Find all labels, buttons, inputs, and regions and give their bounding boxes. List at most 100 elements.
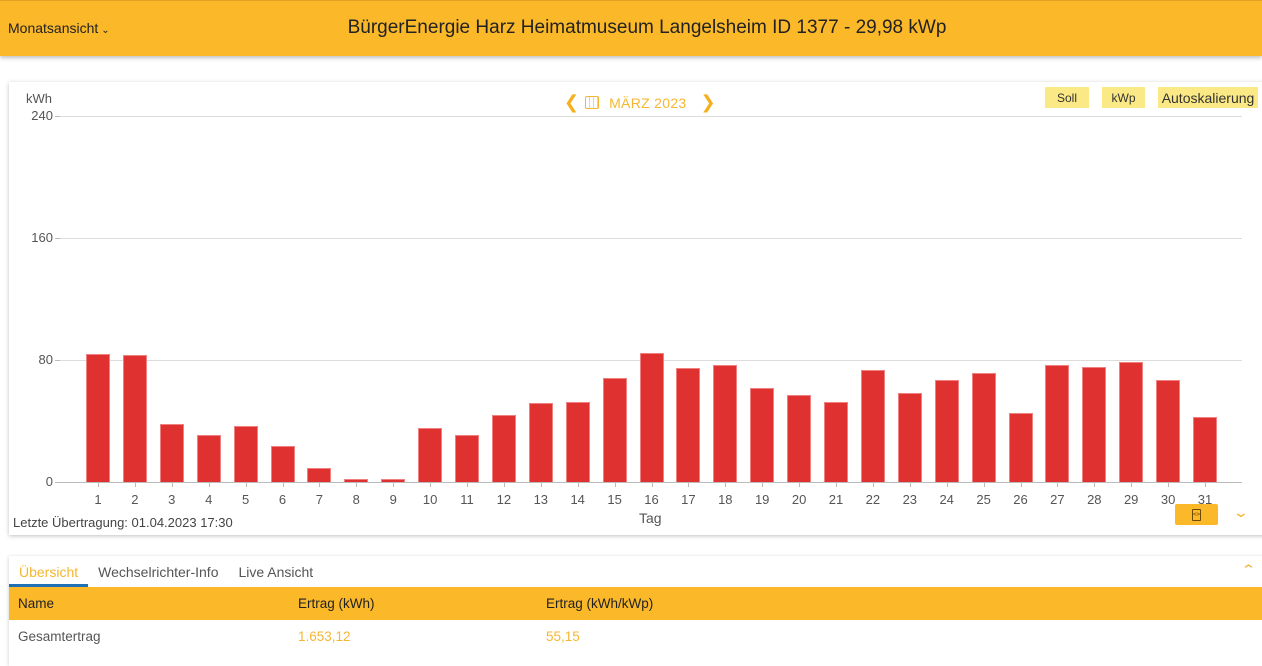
details-card: Übersicht Wechselrichter-Info Live Ansic…	[9, 556, 1262, 666]
column-header-name: Name	[18, 596, 55, 611]
bar-day-15[interactable]	[602, 377, 627, 482]
view-mode-dropdown[interactable]: Monatsansicht ⌄	[8, 20, 110, 36]
tab-live-ansicht[interactable]: Live Ansicht	[238, 564, 314, 580]
x-tick-mark	[762, 482, 764, 487]
x-tick-label: 25	[976, 492, 991, 507]
bar-day-17[interactable]	[676, 367, 701, 482]
row-name: Gesamtertrag	[18, 629, 101, 644]
x-axis	[60, 482, 1242, 483]
y-tick-label: 0	[45, 474, 53, 489]
x-tick-mark	[1205, 482, 1206, 487]
y-axis-unit: kWh	[26, 91, 52, 106]
x-tick-label: 4	[205, 492, 213, 507]
x-tick-label: 29	[1123, 492, 1139, 507]
bar-day-9[interactable]	[381, 478, 406, 482]
bar-day-18[interactable]	[713, 364, 738, 482]
bar-day-21[interactable]	[824, 401, 848, 482]
x-tick-mark	[872, 482, 874, 487]
y-tick-mark	[55, 482, 60, 483]
chevron-down-icon: ⌄	[101, 25, 110, 36]
x-tick-mark	[651, 482, 653, 487]
tab-wechselrichter-info[interactable]: Wechselrichter-Info	[98, 564, 219, 580]
x-tick-label: 5	[241, 492, 250, 507]
bar-day-4[interactable]	[196, 435, 221, 482]
bar-day-1[interactable]	[86, 353, 110, 482]
bar-day-28[interactable]	[1082, 367, 1107, 482]
x-tick-label: 24	[939, 492, 954, 507]
tab-uebersicht[interactable]: Übersicht	[9, 556, 89, 587]
bar-day-16[interactable]	[639, 352, 664, 482]
x-tick-mark	[836, 482, 837, 487]
x-tick-mark	[799, 482, 801, 487]
bar-day-11[interactable]	[455, 435, 479, 482]
bar-day-7[interactable]	[307, 467, 332, 482]
x-tick-label: 9	[389, 492, 397, 507]
x-tick-label: 30	[1160, 492, 1176, 507]
bar-day-19[interactable]	[750, 388, 775, 482]
bar-day-3[interactable]	[159, 424, 184, 482]
bar-day-25[interactable]	[971, 372, 996, 482]
x-tick-label: 7	[315, 492, 323, 507]
bar-day-6[interactable]	[270, 446, 295, 482]
bar-day-10[interactable]	[418, 427, 443, 482]
gridline	[60, 116, 1242, 117]
y-tick-mark	[55, 116, 60, 117]
x-tick-mark	[909, 482, 911, 487]
row-ertrag-kwh: 1.653,12	[298, 629, 351, 644]
x-axis-label: Tag	[639, 510, 662, 526]
chevron-right-icon[interactable]: ❯	[700, 92, 716, 112]
bar-day-29[interactable]	[1119, 362, 1144, 482]
chevron-down-icon[interactable]: ⌄	[1232, 504, 1250, 520]
bar-day-22[interactable]	[860, 370, 885, 482]
y-tick-label: 80	[38, 352, 53, 367]
export-button[interactable]: <>	[1175, 504, 1218, 525]
x-tick-mark	[577, 482, 579, 487]
x-tick-mark	[98, 482, 99, 487]
y-tick-mark	[55, 238, 60, 239]
bar-day-2[interactable]	[122, 355, 147, 482]
bar-day-8[interactable]	[344, 478, 369, 482]
bar-day-27[interactable]	[1045, 365, 1070, 482]
last-transmission: Letzte Übertragung: 01.04.2023 17:30	[13, 515, 233, 530]
x-tick-mark	[356, 482, 358, 487]
bar-day-5[interactable]	[233, 426, 258, 482]
x-tick-label: 27	[1050, 492, 1065, 507]
x-tick-label: 18	[718, 492, 733, 507]
x-tick-mark	[614, 482, 616, 487]
column-header-ertrag-kwh-kwp: Ertrag (kWh/kWp)	[546, 596, 654, 611]
bar-day-12[interactable]	[491, 414, 516, 482]
x-tick-label: 13	[533, 492, 549, 507]
kwp-button[interactable]: kWp	[1102, 87, 1145, 108]
x-tick-label: 6	[278, 492, 287, 507]
y-tick-mark	[55, 360, 60, 361]
x-tick-label: 16	[644, 492, 659, 507]
x-tick-mark	[393, 482, 395, 487]
bar-day-31[interactable]	[1193, 417, 1217, 482]
bar-day-30[interactable]	[1156, 379, 1181, 482]
x-tick-label: 10	[422, 492, 438, 507]
chevron-up-icon[interactable]: ⌃	[1240, 562, 1257, 577]
bar-day-14[interactable]	[565, 401, 590, 482]
calendar-icon[interactable]	[585, 96, 600, 109]
bar-day-13[interactable]	[528, 402, 553, 482]
bar-day-23[interactable]	[897, 393, 922, 482]
x-tick-mark	[134, 482, 136, 487]
table-row: Gesamtertrag 1.653,12 55,15	[9, 620, 1262, 654]
x-tick-mark	[946, 482, 948, 487]
x-tick-label: 12	[496, 492, 512, 507]
x-tick-mark	[1020, 482, 1022, 487]
x-tick-mark	[1168, 482, 1170, 487]
x-tick-mark	[540, 482, 542, 487]
x-tick-label: 17	[681, 492, 696, 507]
x-tick-label: 26	[1013, 492, 1028, 507]
autoscale-button[interactable]: Autoskalierung	[1158, 87, 1258, 108]
row-ertrag-kwh-kwp: 55,15	[546, 629, 580, 644]
soll-button[interactable]: Soll	[1045, 87, 1089, 108]
bar-day-24[interactable]	[934, 380, 959, 482]
chevron-left-icon[interactable]: ❮	[564, 92, 580, 112]
bar-day-20[interactable]	[787, 394, 812, 482]
x-tick-mark	[1057, 482, 1059, 487]
x-tick-mark	[725, 482, 727, 487]
bar-day-26[interactable]	[1008, 412, 1033, 482]
month-label[interactable]: MÄRZ 2023	[609, 94, 687, 111]
